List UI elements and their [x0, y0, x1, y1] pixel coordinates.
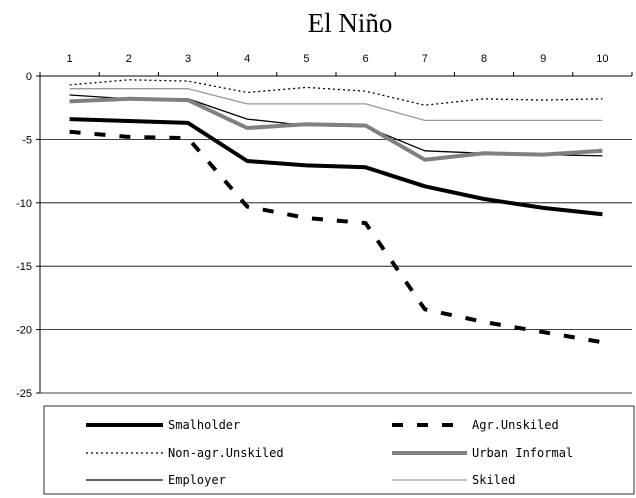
series-lines	[69, 79, 603, 345]
y-tick-label: -15	[16, 261, 32, 273]
series-line-non-agr-unskiled	[69, 79, 603, 106]
series-line-urban-informal	[69, 96, 603, 162]
legend-label: Smalholder	[168, 418, 240, 432]
legend: Smalholder Agr.Unskiled Non-agr.Unskiled Ur…	[43, 405, 635, 495]
legend-label: Employer	[168, 473, 226, 487]
legend-box	[43, 405, 635, 495]
x-tick-label: 2	[126, 53, 132, 65]
series-line-skiled	[69, 88, 603, 122]
x-tick-label: 6	[363, 53, 369, 65]
y-tick-label: 0	[26, 71, 32, 83]
x-tick-label: 4	[244, 53, 250, 65]
series-line-agr-unskiled	[69, 129, 603, 345]
y-tick-label: -5	[22, 134, 32, 146]
legend-label: Skiled	[472, 473, 515, 487]
legend-label: Agr.Unskiled	[472, 418, 559, 432]
chart-title: El Niño	[308, 8, 393, 38]
x-tick-label: 1	[67, 53, 73, 65]
x-tick-label: 5	[303, 53, 309, 65]
legend-label: Non-agr.Unskiled	[168, 446, 284, 460]
grid	[40, 138, 632, 394]
series-line-smalholder	[69, 117, 603, 217]
y-tick-label: -25	[16, 388, 32, 400]
x-tick-label: 7	[422, 53, 428, 65]
legend-label: Urban Informal	[472, 446, 573, 460]
x-tick-label: 8	[481, 53, 487, 65]
x-tick-label: 10	[596, 53, 608, 65]
y-tick-label: -20	[16, 325, 32, 337]
x-tick-label: 3	[185, 53, 191, 65]
axes: 0 -5 -10 -15 -20 -25 1 2 3 4 5 6 7 8 9 10	[16, 53, 633, 400]
x-tick-label: 9	[540, 53, 546, 65]
y-tick-label: -10	[16, 198, 32, 210]
